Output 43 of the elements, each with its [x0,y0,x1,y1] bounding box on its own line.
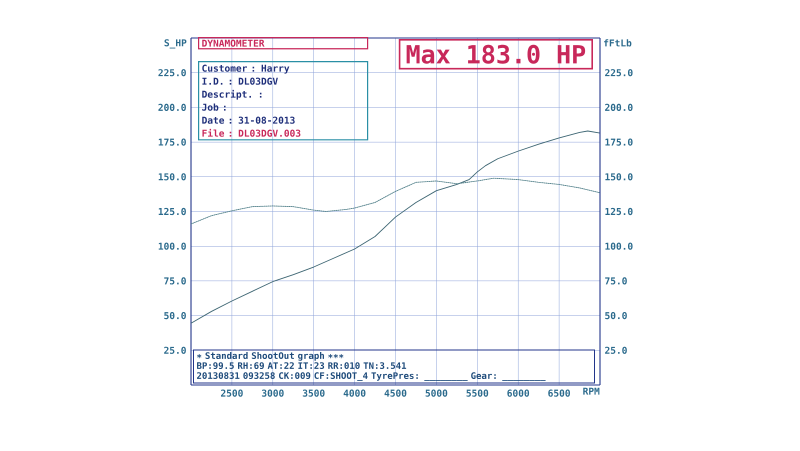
annotation: I.D. : DL03DGV [202,78,278,85]
y2-tick-label: 225.0 [605,69,633,76]
y2-tick-label: 100.0 [605,242,633,250]
annotation: Date : 31-08-2013 [202,116,295,124]
annotation: Max 183.0 HP [406,44,586,64]
annotation: 20130831 093258 CK:009 CF:SHOOT_4 TyrePres: ________ Gear: ________ [197,372,546,381]
y-tick-label: 25.0 [164,346,186,354]
line-series [191,178,600,224]
x-axis-title: RPM [583,388,600,395]
x-tick-label: 2500 [221,390,243,397]
y-tick-label: 175.0 [158,138,186,146]
annotation: Job : [202,103,226,111]
annotation: BP:99.5 RH:69 AT:22 IT:23 RR:010 TN:3.541 [197,362,406,370]
y2-tick-label: 200.0 [605,104,633,111]
y2-tick-label: 175.0 [605,138,633,146]
annotation: Customer : Harry [202,64,290,74]
y-tick-label: 150.0 [158,173,186,180]
y-tick-label: 75.0 [164,277,186,284]
x-tick-label: 3000 [262,390,284,397]
line-series [191,130,600,324]
y-axis-title: S_HP [164,39,186,48]
y2-tick-label: 75.0 [605,277,627,284]
y2-tick-label: 25.0 [605,346,627,354]
y2-tick-label: 150.0 [605,173,633,180]
annotation: ∗ Standard ShootOut graph ∗∗∗ [197,352,344,361]
x-tick-label: 4500 [384,390,406,397]
x-tick-label: 4000 [344,390,366,397]
y-tick-label: 225.0 [158,69,186,76]
y2-tick-label: 125.0 [605,208,633,216]
annotation: File : DL03DGV.003 [202,128,300,137]
annotation: Descript. : [202,90,262,100]
y-tick-label: 50.0 [164,312,186,320]
x-tick-label: 5500 [466,390,488,397]
chart-title: DYNAMOMETER [202,40,265,47]
x-tick-label: 6000 [507,390,530,397]
x-tick-label: 6500 [548,390,570,397]
x-tick-label: 3500 [302,390,325,397]
y2-axis-title: fFtLb [604,39,632,47]
y2-tick-label: 50.0 [605,312,627,320]
y-tick-label: 100.0 [158,242,186,250]
y-tick-label: 200.0 [158,104,186,111]
y-tick-label: 125.0 [158,208,186,216]
x-tick-label: 5000 [426,390,448,397]
